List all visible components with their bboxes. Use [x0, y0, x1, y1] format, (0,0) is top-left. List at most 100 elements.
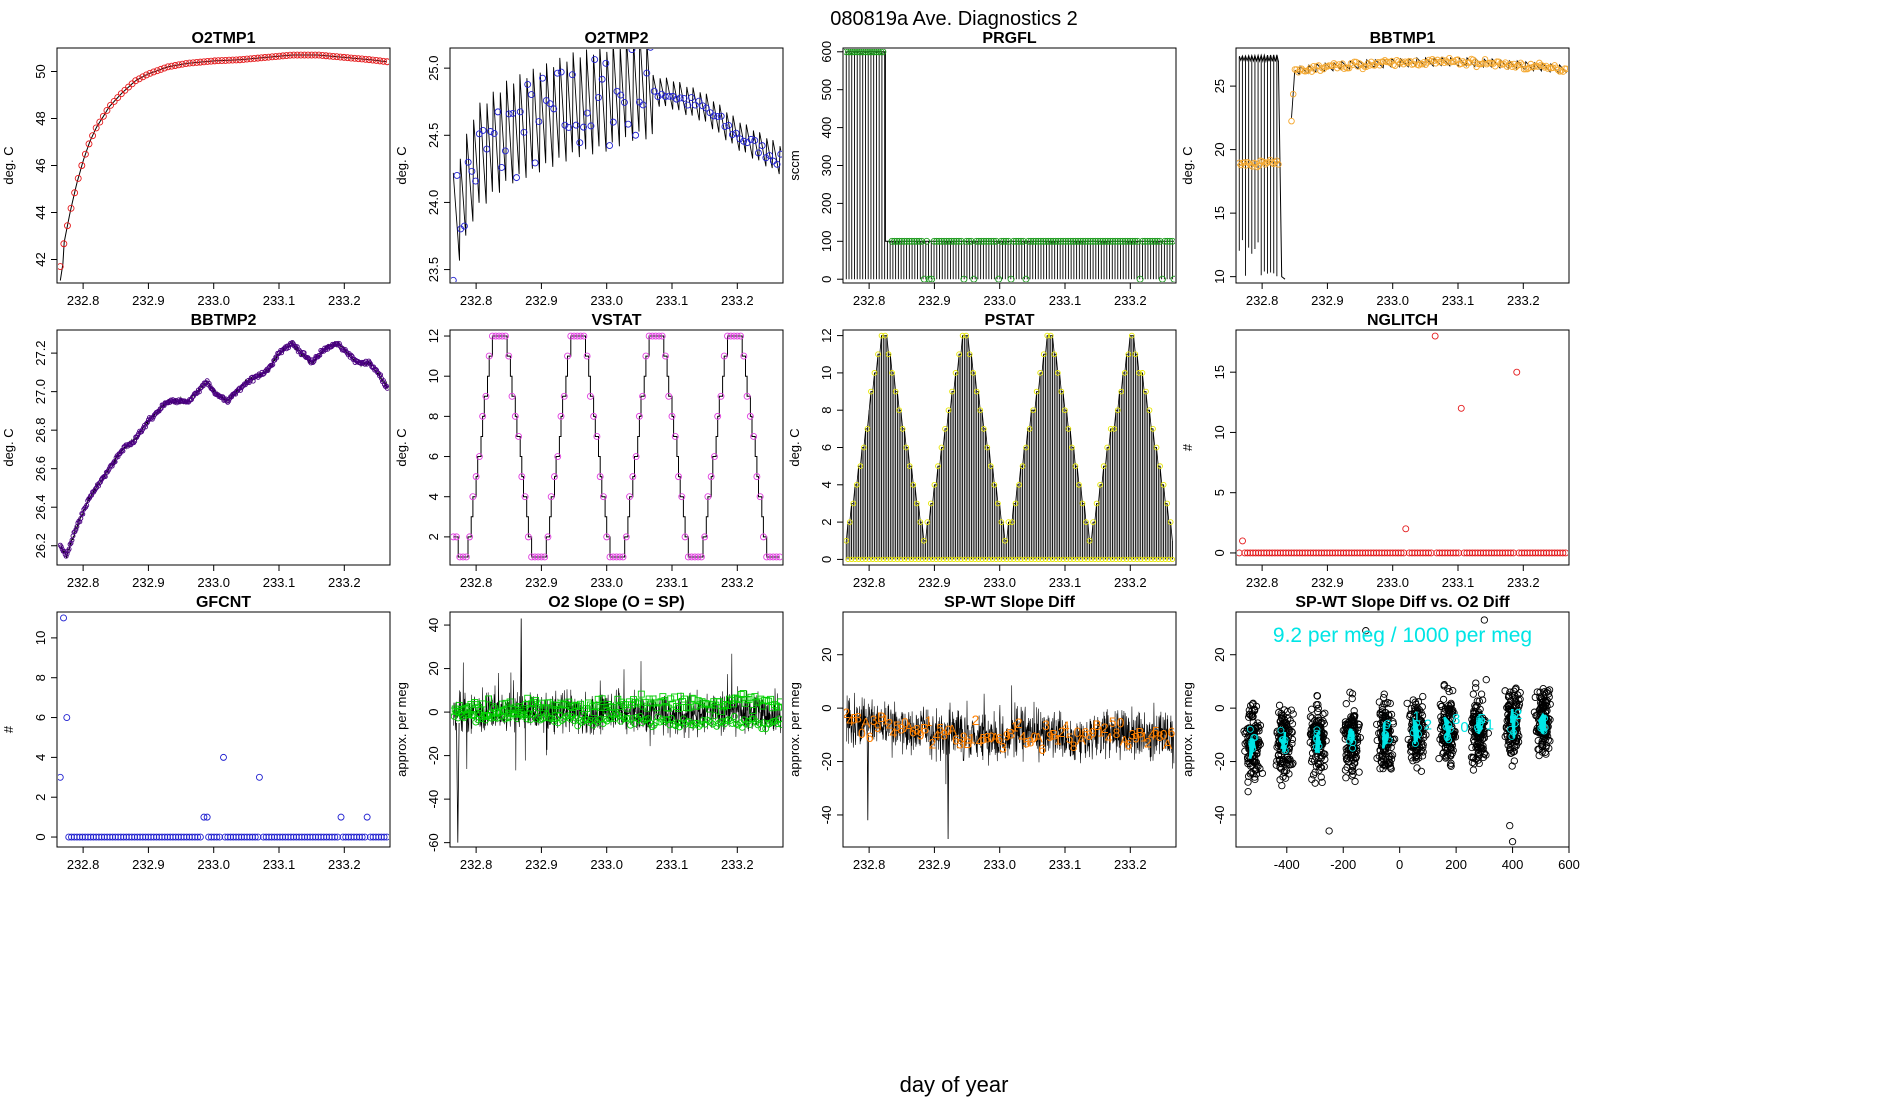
data-point	[1141, 556, 1147, 563]
plot-area	[451, 618, 782, 843]
data-point	[1515, 549, 1523, 557]
scatter-point	[1289, 710, 1297, 718]
y-tick-label: 10	[426, 369, 441, 383]
data-point	[1162, 556, 1169, 563]
data-point	[674, 719, 681, 727]
data-point	[910, 237, 918, 245]
data-point	[275, 52, 283, 60]
data-point	[1021, 556, 1027, 563]
data-point	[995, 275, 1003, 282]
data-point	[488, 332, 496, 340]
figure-title: 080819a Ave. Diagnostics 2	[830, 8, 1078, 30]
y-tick-label: 15	[1212, 206, 1227, 220]
data-point	[1276, 549, 1284, 557]
data-point	[594, 94, 602, 102]
slope-marker-label: 1	[882, 711, 890, 727]
data-point	[1044, 332, 1051, 339]
data-point	[1493, 549, 1501, 557]
data-point	[996, 556, 1003, 563]
scatter-point	[1252, 702, 1261, 711]
data-point	[225, 56, 233, 64]
data-point	[896, 407, 903, 414]
scatter-point	[1314, 704, 1322, 713]
y-axis-label: approx. per meg	[1180, 682, 1195, 777]
data-point	[1271, 549, 1279, 557]
data-point	[527, 91, 535, 99]
slope-marker-label: 3	[956, 735, 964, 751]
data-point	[168, 397, 174, 403]
plot-frame	[449, 47, 784, 284]
data-point	[322, 52, 330, 60]
y-axis-label: #	[1180, 443, 1195, 451]
data-point	[524, 533, 532, 541]
scatter-point	[1241, 747, 1249, 755]
y-tick-label: 4	[819, 481, 834, 488]
data-point	[1166, 556, 1172, 563]
y-tick-label: 26.4	[33, 495, 48, 520]
data-point	[1042, 237, 1050, 245]
cyan-point	[1540, 727, 1548, 735]
data-point	[1141, 237, 1149, 245]
data-point	[1329, 549, 1336, 557]
cyan-point	[1346, 737, 1354, 745]
data-point	[279, 52, 287, 60]
y-axis-label: deg. C	[1, 428, 16, 466]
data-point	[1002, 537, 1008, 544]
data-point	[1104, 237, 1112, 245]
data-point	[632, 131, 640, 139]
slope-marker-label: 1	[968, 731, 976, 747]
data-point-square	[749, 707, 757, 714]
data-point	[146, 69, 154, 77]
x-tick-label: 233.0	[590, 857, 623, 872]
data-point	[1252, 549, 1260, 557]
data-point	[483, 145, 491, 153]
data-point	[67, 204, 75, 212]
data-point-square	[747, 693, 755, 701]
cyan-point	[1281, 747, 1289, 755]
data-point	[714, 412, 722, 420]
data-point	[318, 51, 326, 59]
data-point	[383, 383, 389, 389]
slope-marker-label: 9	[1046, 728, 1054, 744]
data-point	[456, 553, 464, 561]
data-point	[58, 263, 64, 270]
series-line	[60, 340, 389, 559]
y-tick-label: 0	[819, 705, 834, 712]
data-point-square	[545, 699, 553, 707]
data-point	[695, 97, 703, 105]
x-tick-label: 232.9	[1311, 293, 1344, 308]
data-point	[1004, 556, 1010, 563]
data-point	[1397, 549, 1405, 557]
data-point	[980, 237, 988, 245]
data-point-square	[498, 700, 506, 708]
data-point	[1334, 549, 1342, 557]
x-tick-label: 232.9	[525, 857, 558, 872]
slope-marker-label: 8	[1113, 725, 1121, 741]
x-tick-label: 232.9	[132, 575, 165, 590]
data-point	[1553, 549, 1561, 557]
data-point	[1072, 463, 1079, 470]
x-tick-label: 233.0	[983, 857, 1016, 872]
data-point	[1237, 159, 1243, 167]
data-point	[269, 362, 275, 368]
data-point-square	[737, 691, 745, 698]
data-point	[292, 833, 300, 841]
data-point-square	[590, 708, 598, 716]
data-point	[1163, 237, 1171, 245]
data-point	[758, 725, 766, 732]
scatter-point	[1412, 751, 1421, 760]
count-point	[363, 813, 371, 821]
data-point	[568, 71, 576, 79]
data-point	[975, 556, 982, 563]
data-point	[963, 332, 969, 339]
data-point	[887, 556, 893, 563]
data-point	[1167, 519, 1174, 525]
cyan-point	[1348, 734, 1356, 742]
x-tick-label: -400	[1274, 857, 1300, 872]
data-point	[937, 556, 943, 563]
data-point	[372, 57, 380, 64]
data-point	[1451, 58, 1458, 66]
data-point	[754, 149, 762, 157]
data-point	[740, 716, 748, 724]
